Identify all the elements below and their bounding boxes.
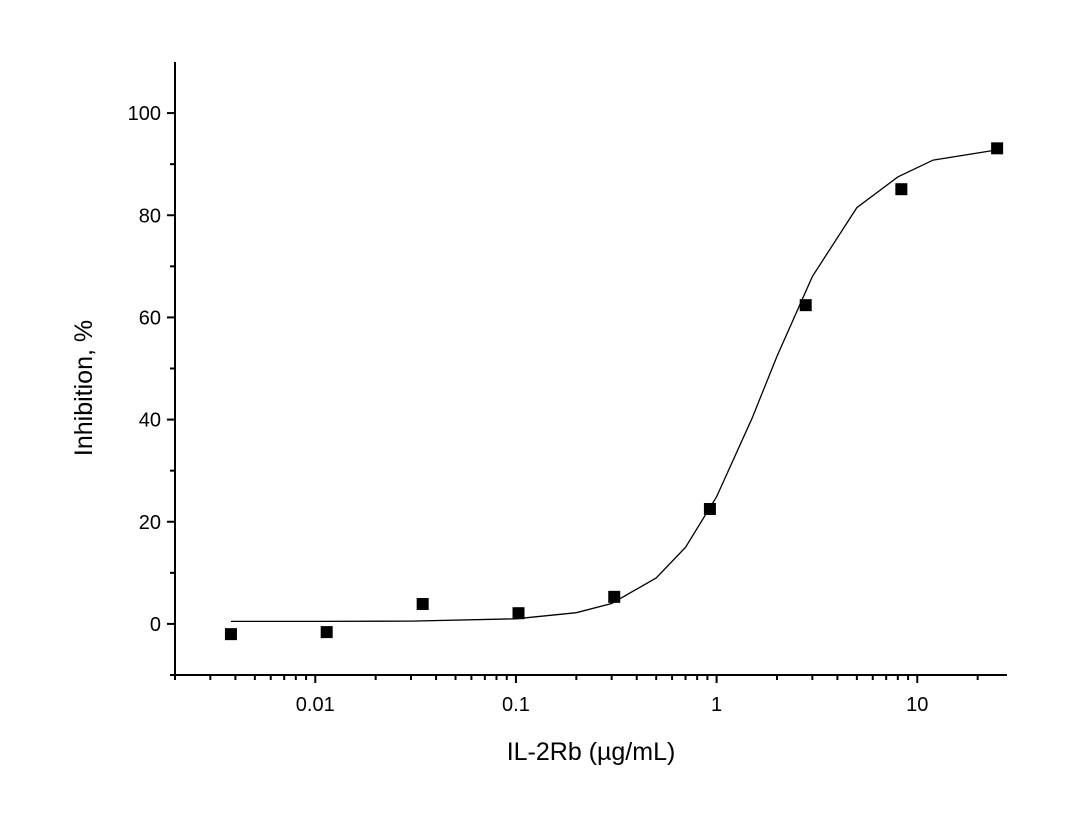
y-tick-label: 60 — [139, 307, 161, 329]
data-point — [608, 590, 621, 603]
data-point — [991, 142, 1004, 155]
data-point — [320, 626, 333, 639]
y-tick-label: 0 — [150, 614, 161, 636]
x-tick-label: 1 — [711, 694, 722, 716]
data-point — [799, 299, 812, 312]
y-axis-title: Inhibition, % — [70, 320, 98, 456]
data-point — [703, 502, 716, 515]
x-tick-label: 10 — [906, 694, 928, 716]
y-tick-label: 40 — [139, 410, 161, 432]
x-tick-label: 0.01 — [296, 694, 335, 716]
data-point — [224, 628, 237, 641]
x-tick-label: 0.1 — [502, 694, 530, 716]
x-axis-title: IL-2Rb (µg/mL) — [507, 738, 676, 766]
y-tick-label: 20 — [139, 512, 161, 534]
y-tick-label: 100 — [128, 103, 161, 125]
fit-curve — [230, 149, 998, 623]
y-tick-label: 80 — [139, 205, 161, 227]
data-point — [512, 607, 525, 620]
data-point — [416, 597, 429, 610]
data-point — [895, 183, 908, 196]
